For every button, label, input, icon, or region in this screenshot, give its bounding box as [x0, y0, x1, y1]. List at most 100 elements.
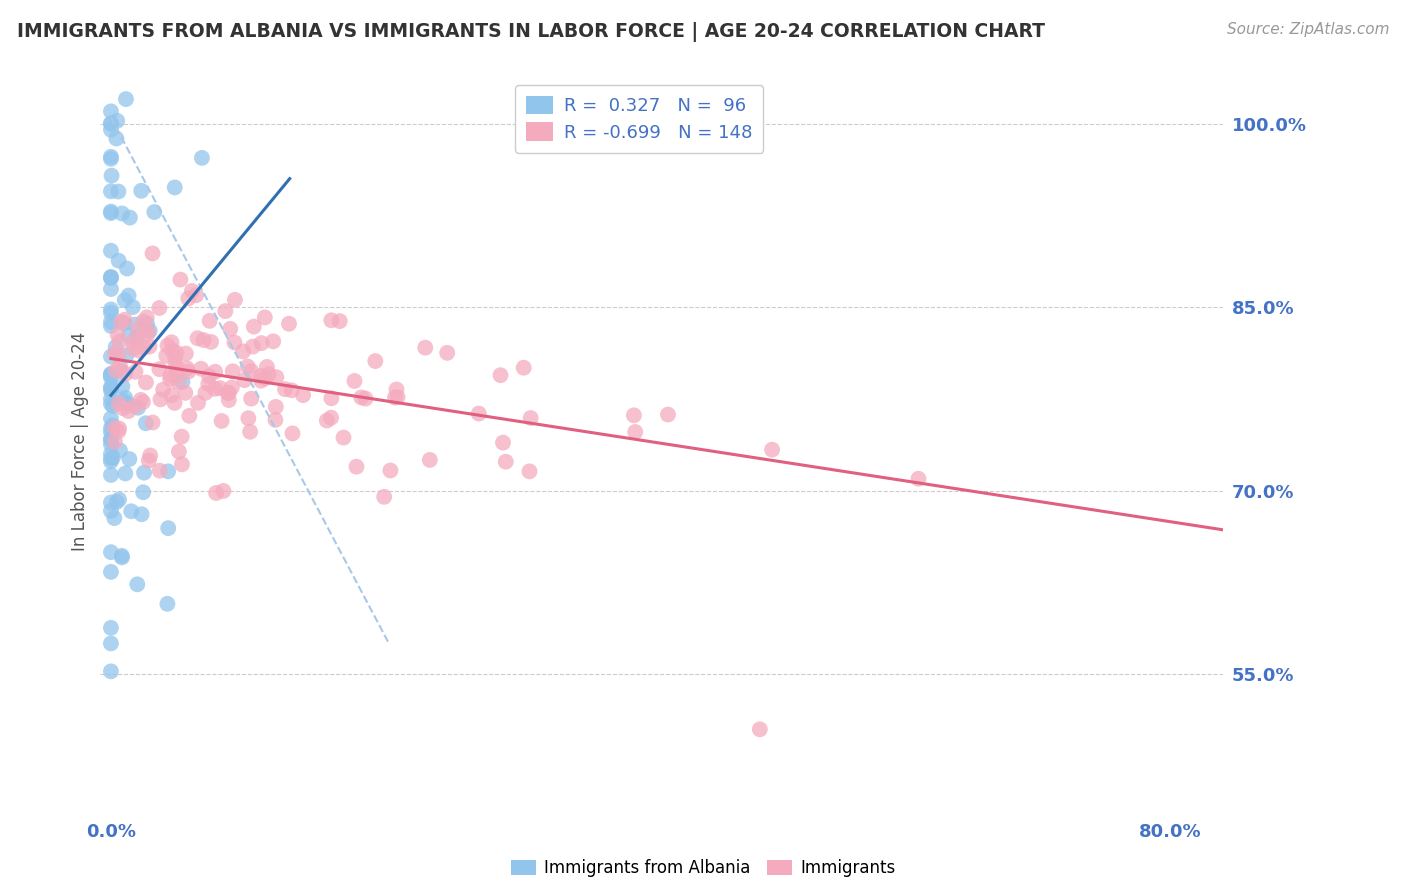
- Point: [495, 455, 517, 469]
- Point: [114, 293, 136, 308]
- Point: [321, 313, 343, 327]
- Point: [107, 348, 129, 362]
- Point: [254, 371, 277, 385]
- Point: [519, 411, 541, 425]
- Point: [100, 411, 122, 425]
- Point: [110, 364, 132, 378]
- Point: [239, 425, 262, 439]
- Point: [208, 381, 231, 395]
- Point: [107, 253, 129, 268]
- Point: [266, 370, 288, 384]
- Point: [132, 466, 155, 480]
- Point: [100, 104, 122, 119]
- Point: [100, 117, 122, 131]
- Point: [115, 349, 138, 363]
- Point: [155, 349, 177, 363]
- Point: [489, 368, 512, 383]
- Point: [243, 319, 266, 334]
- Point: [184, 288, 207, 302]
- Point: [100, 437, 122, 451]
- Point: [193, 333, 215, 347]
- Point: [198, 369, 221, 384]
- Point: [519, 464, 541, 478]
- Point: [105, 495, 128, 509]
- Point: [124, 365, 146, 379]
- Point: [165, 345, 187, 359]
- Point: [167, 375, 190, 389]
- Point: [157, 521, 180, 535]
- Point: [281, 426, 304, 441]
- Point: [100, 454, 122, 468]
- Point: [100, 302, 122, 317]
- Point: [111, 206, 134, 220]
- Point: [177, 292, 200, 306]
- Point: [136, 317, 159, 331]
- Point: [152, 383, 174, 397]
- Point: [169, 272, 191, 286]
- Point: [143, 205, 166, 219]
- Point: [194, 385, 217, 400]
- Point: [623, 409, 645, 423]
- Point: [181, 284, 204, 298]
- Point: [141, 246, 163, 260]
- Point: [170, 429, 193, 443]
- Point: [117, 396, 139, 410]
- Point: [176, 361, 198, 376]
- Point: [315, 413, 337, 427]
- Point: [111, 379, 134, 393]
- Point: [165, 357, 187, 371]
- Point: [256, 359, 278, 374]
- Point: [166, 367, 188, 381]
- Point: [329, 314, 352, 328]
- Point: [100, 665, 122, 679]
- Point: [104, 434, 127, 449]
- Point: [250, 336, 273, 351]
- Point: [108, 334, 131, 349]
- Point: [117, 288, 139, 302]
- Point: [107, 397, 129, 411]
- Point: [274, 382, 297, 396]
- Point: [111, 550, 134, 565]
- Point: [100, 350, 122, 364]
- Point: [264, 413, 287, 427]
- Point: [101, 399, 124, 413]
- Point: [657, 408, 679, 422]
- Point: [115, 92, 138, 106]
- Point: [278, 317, 301, 331]
- Point: [115, 261, 138, 276]
- Point: [107, 327, 129, 342]
- Point: [221, 380, 243, 394]
- Point: [135, 416, 157, 430]
- Point: [319, 410, 342, 425]
- Point: [114, 467, 136, 481]
- Point: [436, 346, 458, 360]
- Point: [100, 318, 122, 333]
- Point: [748, 723, 770, 737]
- Point: [224, 293, 246, 307]
- Legend: R =  0.327   N =  96, R = -0.699   N = 148: R = 0.327 N = 96, R = -0.699 N = 148: [516, 85, 763, 153]
- Point: [100, 545, 122, 559]
- Point: [100, 282, 122, 296]
- Point: [132, 485, 155, 500]
- Point: [100, 397, 122, 411]
- Point: [100, 421, 122, 435]
- Point: [100, 432, 122, 446]
- Point: [107, 185, 129, 199]
- Point: [135, 310, 157, 325]
- Point: [222, 364, 245, 378]
- Point: [233, 373, 256, 387]
- Point: [350, 391, 373, 405]
- Point: [191, 151, 214, 165]
- Point: [100, 206, 122, 220]
- Point: [100, 504, 122, 518]
- Point: [100, 381, 122, 395]
- Point: [198, 314, 221, 328]
- Point: [101, 450, 124, 465]
- Point: [114, 391, 136, 405]
- Point: [111, 549, 134, 563]
- Point: [122, 334, 145, 349]
- Point: [118, 452, 141, 467]
- Point: [217, 385, 239, 400]
- Point: [142, 416, 165, 430]
- Point: [159, 372, 181, 386]
